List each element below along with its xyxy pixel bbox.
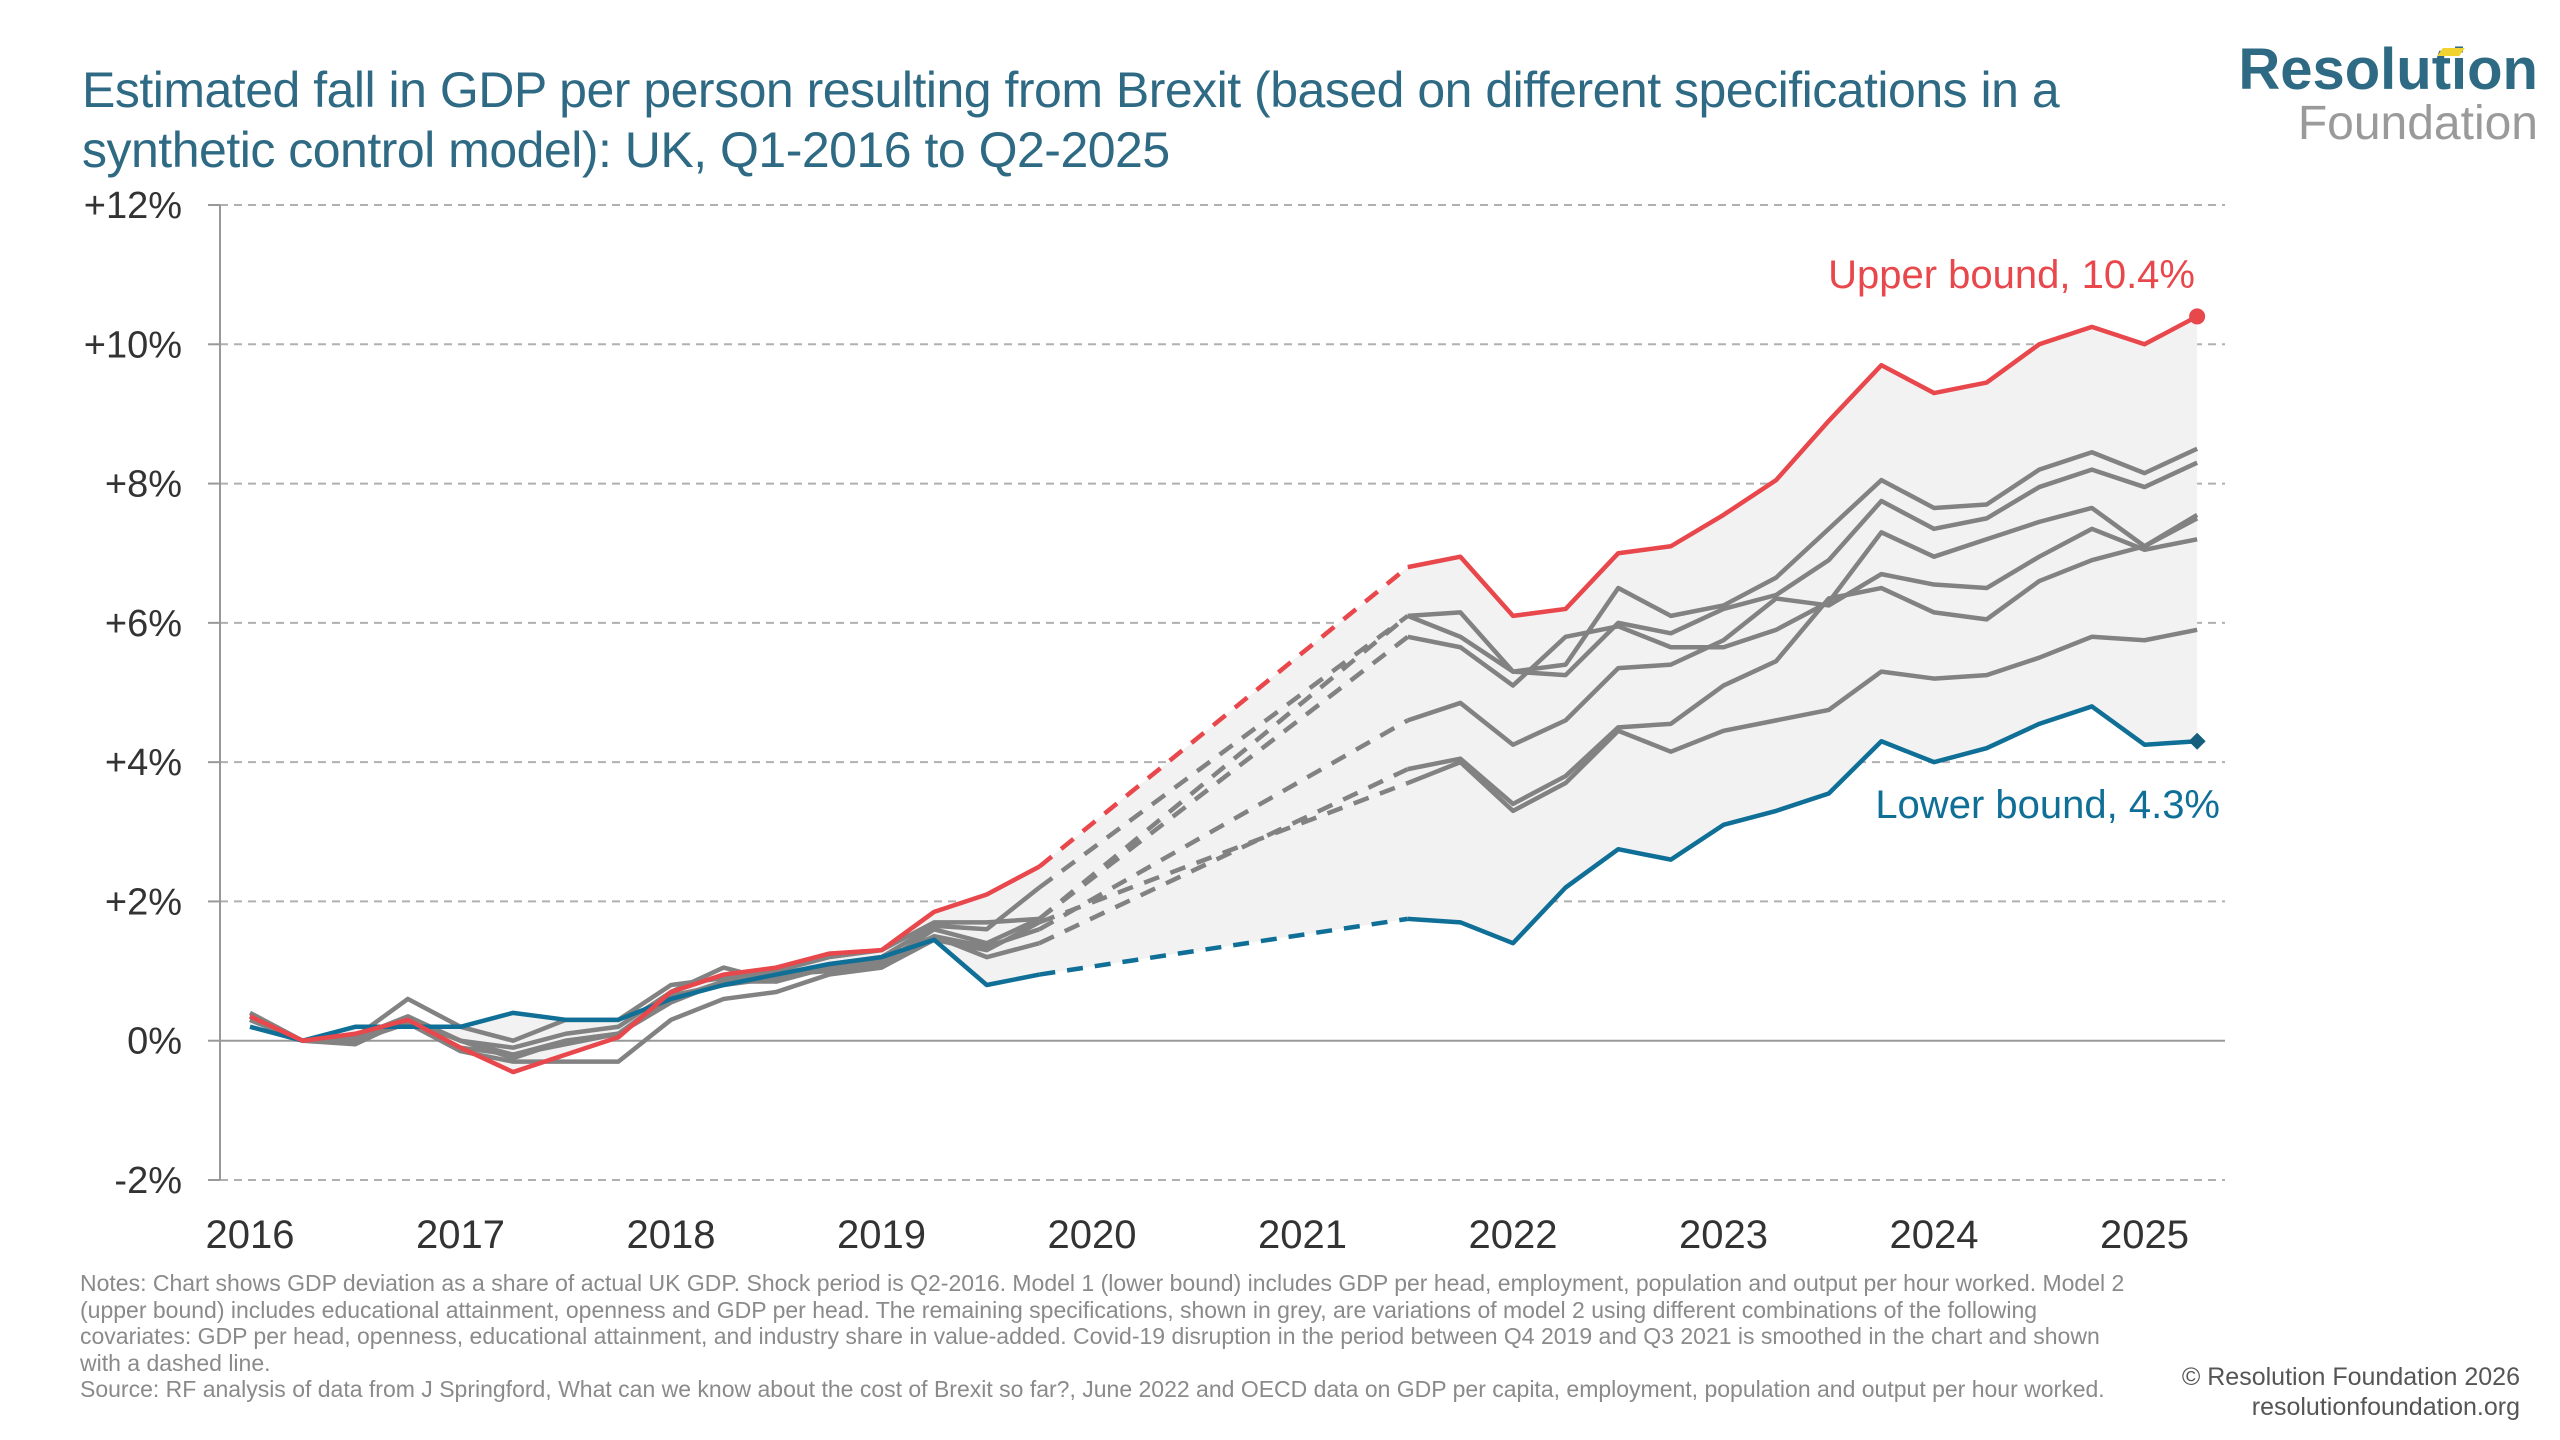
series-dashed-segment [1038,718,1409,932]
series-line [249,885,1041,1050]
chart-plot: -2% 0% +2% +4% +6% +8% +10% +12% 2016 2017 2018 201… [84,185,2225,1257]
series-dashed-segment [1038,634,1410,921]
x-tick-label: 2019 [837,1213,926,1257]
series-dashed-segment [1038,780,1409,925]
series-specification-3 [248,446,2199,1043]
axes [208,204,221,1181]
series-line [249,937,1040,1043]
x-tick-label: 2017 [416,1213,505,1257]
x-tick-label: 2024 [1890,1213,1979,1257]
series-dashed-segment [1037,614,1410,921]
y-tick-label: 0% [127,1021,182,1063]
series-line [1406,627,2198,814]
x-tick-label: 2025 [2100,1213,2189,1257]
series-line [1407,314,2199,619]
y-tick-label: +6% [105,603,182,645]
notes-text: Notes: Chart shows GDP deviation as a sh… [80,1270,2125,1376]
x-tick-label: 2021 [1258,1213,1347,1257]
series-line [1406,460,2199,678]
series-line [1407,446,2199,674]
x-tick-label: 2022 [1469,1213,1558,1257]
series-line [249,920,1041,1064]
copyright-block: © Resolution Foundation 2026 resolutionf… [2182,1362,2520,1422]
x-tick-label: 2016 [206,1213,295,1257]
copyright-text: © Resolution Foundation 2026 [2181,1363,2520,1391]
series-line [248,916,1040,1043]
range-band [250,316,2198,1073]
lower-bound-label: Lower bound, 4.3% [1875,783,2220,827]
upper-end-marker [2189,308,2206,325]
series-dashed-segment [1038,614,1410,890]
y-tick-label: +10% [84,324,182,366]
series-line [1407,704,2198,946]
y-tick-label: +12% [84,185,182,227]
series-line [249,864,1041,1075]
website-link[interactable]: resolutionfoundation.org [2251,1393,2520,1421]
series-lines [248,308,2206,1075]
annotations: Upper bound, 10.4% Lower bound, 4.3% [1828,253,2220,827]
source-text: Source: RF analysis of data from J Sprin… [80,1376,2105,1402]
tick-labels: -2% 0% +2% +4% +6% +8% +10% +12% 2016 2017 2018 201… [84,185,2189,1257]
y-tick-label: -2% [114,1160,182,1202]
lower-end-marker [2188,732,2206,750]
x-tick-label: 2020 [1048,1213,1137,1257]
series-specification-8 [249,627,2198,1064]
series-dashed-segment [1038,767,1409,946]
series-line [1407,512,2199,807]
logo-line-2: Foundation [2297,97,2538,150]
x-tick-label: 2018 [627,1213,716,1257]
resolution-foundation-logo: Resolution Foundation [2238,40,2538,148]
logo-line-1: Resolution [2238,37,2538,102]
y-tick-label: +4% [105,742,182,784]
y-tick-label: +2% [105,881,182,923]
series-dashed-segment [1039,916,1409,977]
chart-title: Estimated fall in GDP per person resulti… [82,62,2060,178]
x-tick-label: 2023 [1679,1213,1768,1257]
series-line [1407,505,2199,688]
series-dashed-segment [1037,565,1410,869]
chart-notes: Notes: Chart shows GDP deviation as a sh… [80,1270,2130,1403]
series-line [1407,526,2198,747]
upper-bound-label: Upper bound, 10.4% [1828,253,2195,297]
y-tick-label: +8% [105,464,182,506]
series-upper-bound [249,308,2206,1075]
